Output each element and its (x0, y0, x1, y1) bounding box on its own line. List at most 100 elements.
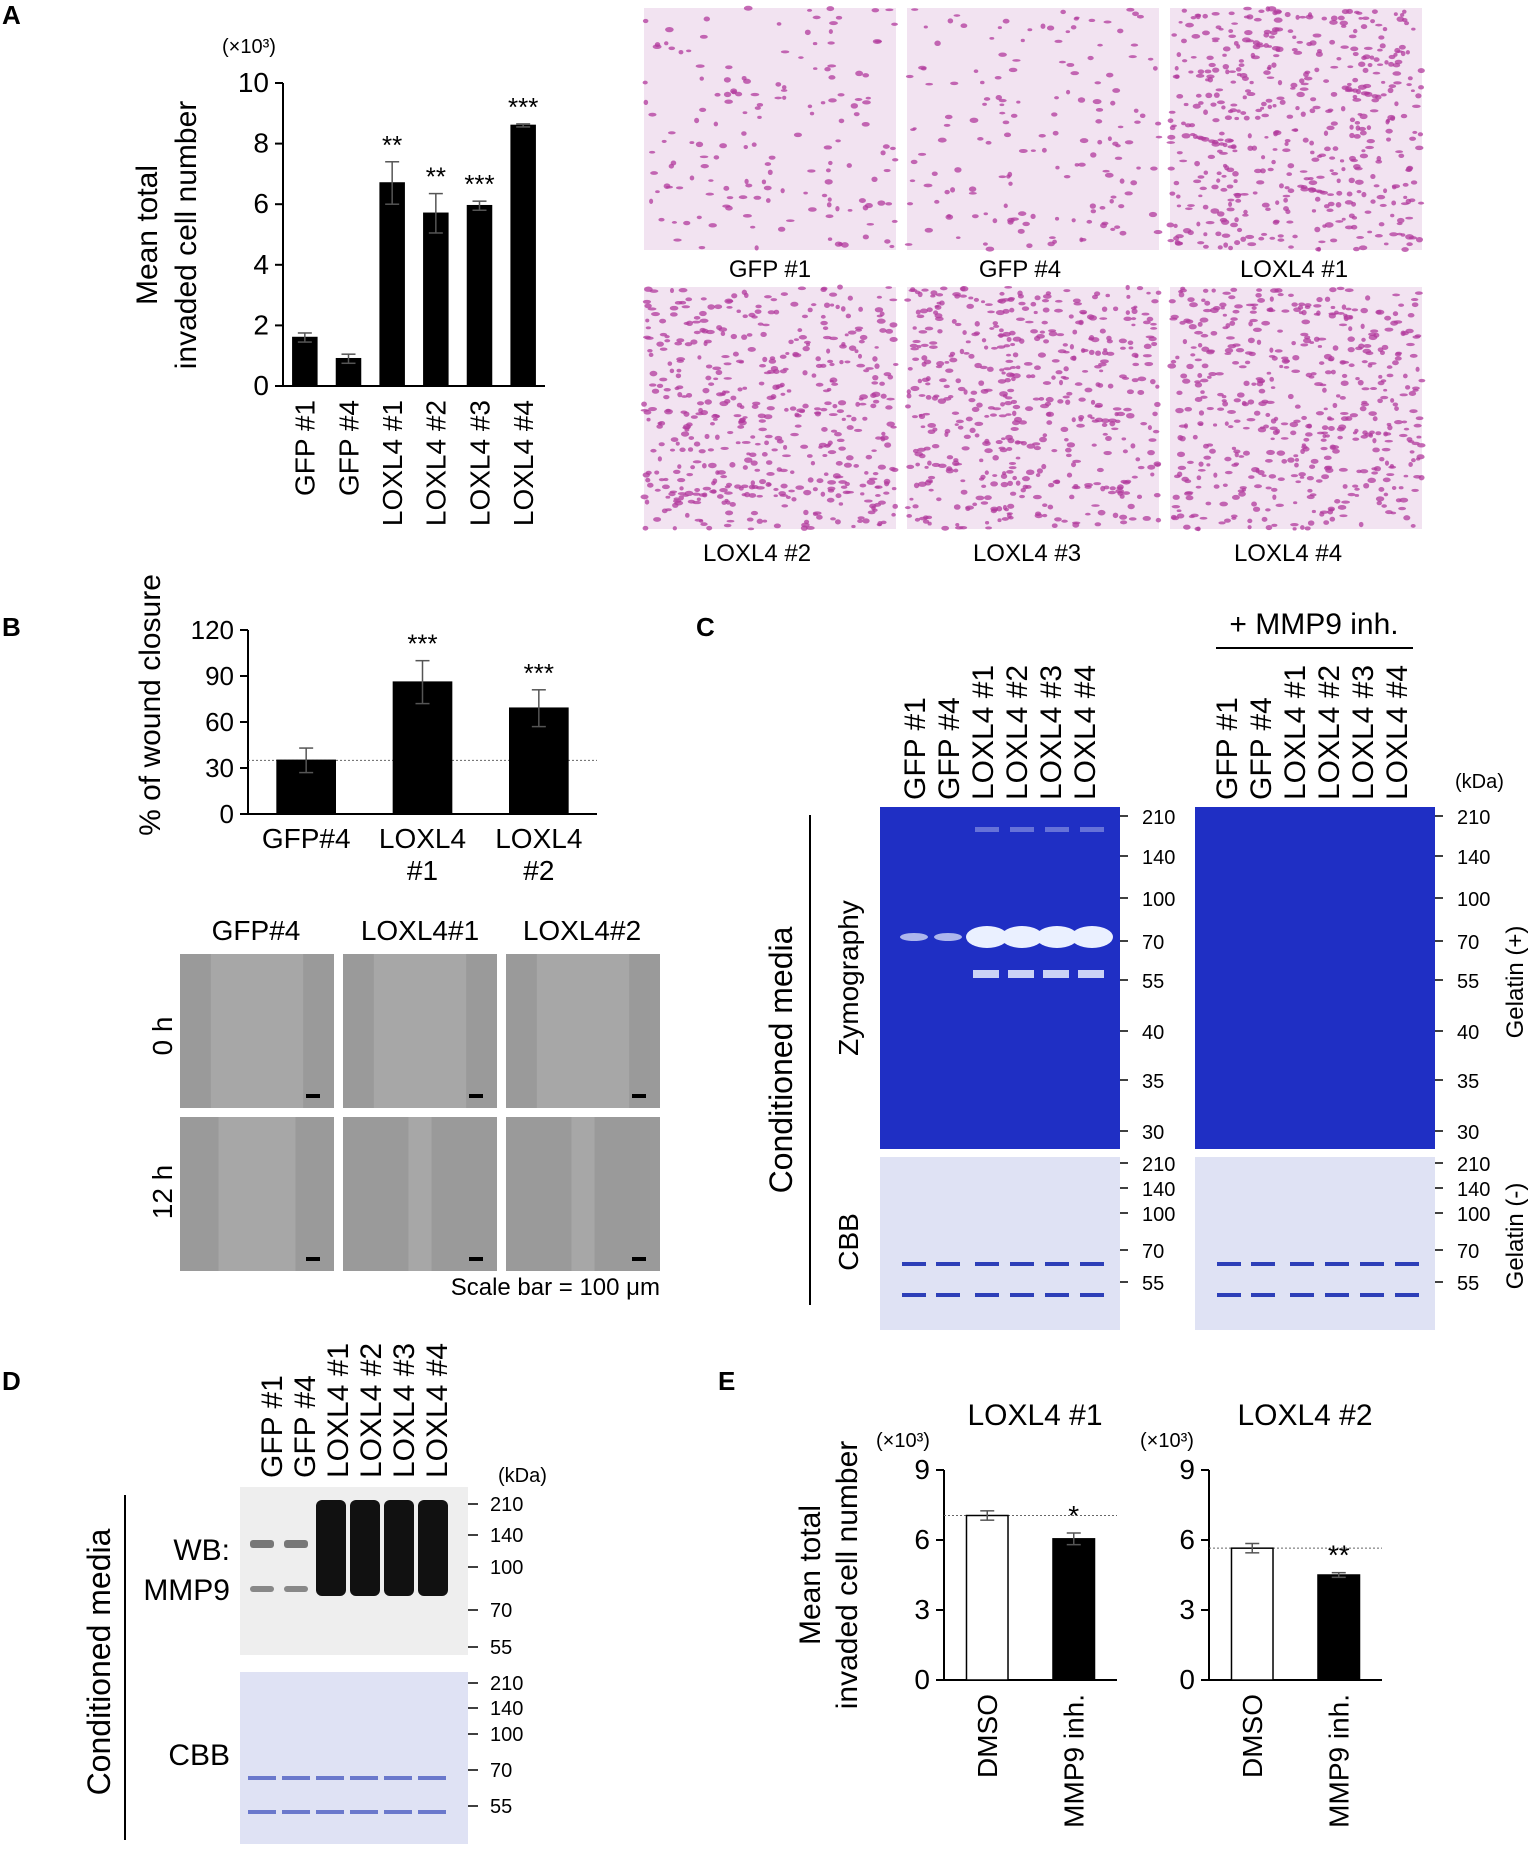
cell-dot (1030, 213, 1036, 220)
cell-dot (909, 343, 918, 348)
cell-dot (1331, 171, 1339, 176)
cell-dot (1179, 435, 1186, 442)
cell-dot (1272, 104, 1277, 108)
marker-label: 100 (1142, 1204, 1175, 1226)
marker-label: 70 (1142, 1241, 1164, 1263)
cell-dot (1012, 352, 1019, 358)
zymography-bands (900, 827, 1113, 978)
cell-dot (879, 381, 885, 386)
cell-dot (984, 470, 989, 475)
cell-dot (1329, 516, 1336, 522)
cell-dot (871, 381, 879, 385)
cell-dot (996, 506, 1003, 512)
cell-dot (1356, 190, 1362, 194)
cell-dot (791, 497, 797, 502)
cell-dot (1052, 130, 1059, 136)
marker-label: 40 (1142, 1022, 1164, 1044)
cell-dot (1200, 395, 1208, 399)
cell-dot (1025, 320, 1034, 324)
cell-dot (1004, 507, 1009, 512)
cell-dot (1393, 81, 1402, 85)
cell-dot (1170, 359, 1177, 364)
marker-label: 30 (1457, 1122, 1479, 1144)
cell-dot (1323, 353, 1332, 360)
cell-dot (851, 416, 857, 422)
cell-dot (886, 421, 895, 427)
cbb-band (1290, 1293, 1314, 1297)
cell-dot (757, 322, 764, 326)
cell-dot (1101, 221, 1109, 226)
cell-dot (1397, 217, 1405, 224)
cell-dot (1089, 203, 1096, 209)
cell-dot (1116, 486, 1124, 490)
gelatinase-band-55kda (973, 970, 999, 978)
cell-dot (742, 386, 748, 390)
cell-dot (1303, 71, 1309, 78)
cell-dot (1350, 46, 1359, 52)
cell-dot (828, 75, 836, 80)
mmp9-band (316, 1500, 346, 1596)
cell-dot (1415, 237, 1423, 243)
cell-dot (838, 242, 843, 246)
cell-dot (751, 485, 759, 489)
cell-dot (807, 169, 816, 173)
cell-dot (878, 500, 886, 505)
cell-dot (1226, 184, 1234, 189)
cell-dot (1051, 449, 1058, 453)
cell-dot (1118, 204, 1125, 209)
cell-dot (1294, 462, 1299, 468)
cell-dot (1341, 85, 1349, 90)
cell-dot (837, 284, 843, 290)
cell-dot (1348, 213, 1355, 219)
cell-dot (1387, 87, 1394, 94)
wound-gap (218, 1117, 296, 1271)
cell-dot (1337, 504, 1347, 510)
cell-dot (762, 519, 768, 523)
cell-dot (1008, 461, 1017, 465)
wb-label: WB: (173, 1534, 230, 1567)
cell-dot (690, 339, 698, 345)
cell-dot (1238, 491, 1246, 497)
cell-dot (851, 524, 856, 529)
cell-dot (775, 82, 782, 87)
cell-dot (751, 142, 757, 147)
cell-dot (1027, 28, 1033, 32)
cell-dot (1199, 516, 1208, 520)
cell-dot (1398, 486, 1404, 490)
cell-dot (774, 96, 782, 100)
cell-dot (923, 183, 933, 188)
mmp9-band (250, 1586, 274, 1592)
cell-dot (1379, 350, 1385, 356)
cell-dot (1062, 343, 1068, 347)
cell-dot (1032, 442, 1041, 446)
mmp9-band (250, 1540, 274, 1548)
cell-dot (1266, 371, 1272, 375)
cell-dot (784, 407, 789, 412)
cell-dot (1171, 504, 1181, 509)
cell-dot (1299, 87, 1309, 91)
cell-dot (866, 222, 875, 226)
cell-dot (827, 41, 835, 45)
cell-dot (960, 23, 968, 29)
cell-dot (1015, 456, 1021, 460)
cbb-band (936, 1262, 960, 1266)
cell-dot (642, 80, 648, 85)
cell-dot (1329, 169, 1334, 172)
cell-dot (1406, 83, 1412, 87)
cell-dot (1408, 198, 1416, 203)
cell-dot (663, 395, 670, 400)
cell-dot (1351, 308, 1359, 312)
cell-dot (1078, 415, 1085, 420)
cell-dot (675, 373, 682, 379)
cell-dot (1254, 484, 1262, 489)
cell-dot (773, 487, 779, 491)
bar (379, 182, 405, 387)
cell-dot (1038, 133, 1046, 138)
cell-dot (1227, 410, 1236, 414)
cell-dot (1336, 190, 1343, 196)
significance-label: * (1068, 1500, 1079, 1531)
cell-dot (1291, 369, 1301, 374)
wound-images: GFP#4 LOXL4#1 LOXL4#2 0 h 12 h Scale bar… (147, 915, 660, 1301)
cell-dot (1385, 510, 1393, 515)
